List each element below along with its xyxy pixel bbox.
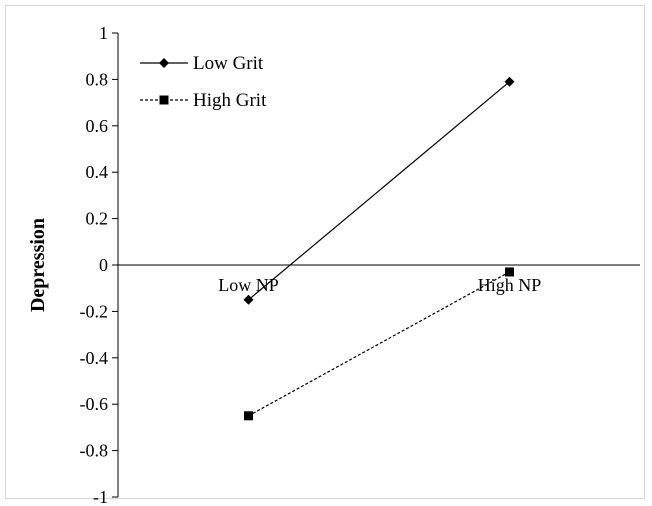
y-tick-label: -0.6 — [80, 394, 109, 414]
x-category-label: Low NP — [218, 275, 279, 295]
legend-entry-label: High Grit — [193, 90, 267, 111]
y-tick-label: -0.4 — [80, 348, 109, 368]
y-tick-label: 1 — [99, 23, 108, 43]
y-tick-label: -0.2 — [80, 301, 109, 321]
legend: Low Grit High Grit — [140, 53, 267, 111]
y-tick-label: 0.2 — [86, 209, 109, 229]
x-category-labels: Low NP High NP — [218, 275, 541, 295]
series-0 — [243, 76, 515, 305]
y-tick-label: 0.8 — [86, 69, 109, 89]
y-tick-label: -0.8 — [80, 441, 109, 461]
y-axis-label: Depression — [27, 218, 49, 312]
y-tick-label: 0 — [99, 255, 108, 275]
series-1 — [244, 267, 514, 421]
data-point-diamond — [243, 294, 254, 305]
series-line — [248, 81, 510, 301]
series-line — [248, 271, 510, 417]
data-point-square — [159, 95, 169, 105]
legend-entry-label: Low Grit — [193, 53, 264, 74]
data-point-diamond — [159, 58, 169, 68]
data-point-square — [244, 411, 253, 421]
data-point-diamond — [504, 76, 515, 87]
y-tick-label: 0.4 — [86, 162, 109, 182]
chart-frame — [5, 5, 645, 499]
x-category-label: High NP — [478, 275, 542, 295]
series-group — [243, 76, 515, 421]
y-tick-label: -1 — [93, 487, 108, 506]
y-axis-ticks: -1 -0.8 -0.6 -0.4 -0.2 0 0.2 0.4 0.6 0.8 1 — [80, 23, 118, 506]
y-tick-label: 0.6 — [86, 116, 109, 136]
data-point-square — [505, 267, 514, 277]
